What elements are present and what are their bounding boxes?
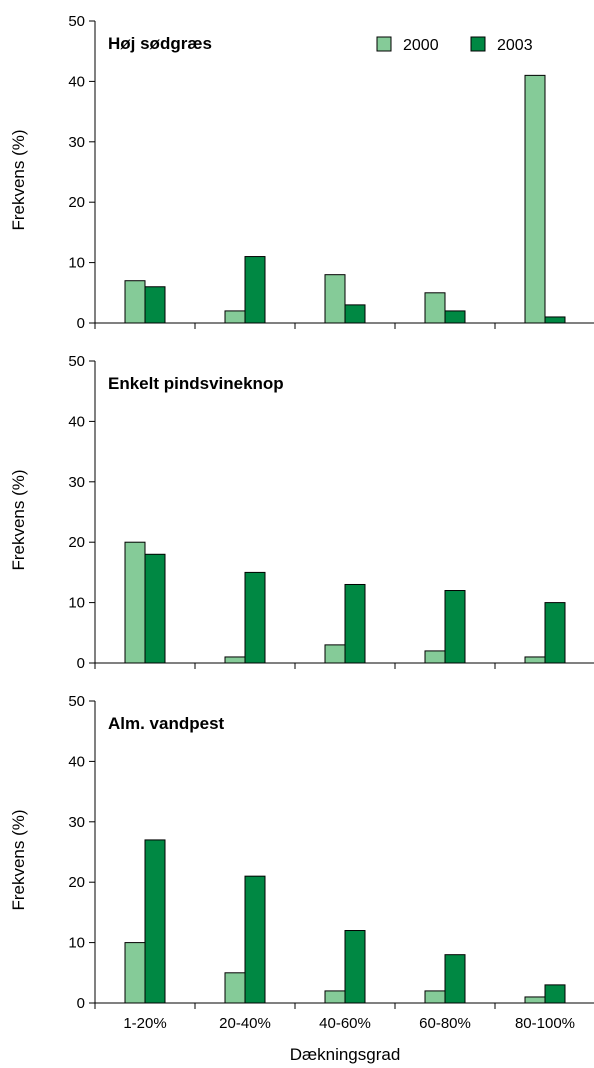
bar-series1-5 [524,656,546,664]
legend-swatch-2003 [470,36,486,52]
legend-swatch-2000 [376,36,392,52]
y-tick-label: 0 [77,315,85,332]
bar-series2-2 [244,571,266,664]
x-tick-label: 40-60% [319,1015,371,1032]
bar-series1-1 [124,280,146,324]
x-tick-label: 1-20% [123,1015,166,1032]
bar-series1-1 [124,942,146,1004]
y-tick-label: 50 [68,353,85,370]
y-tick-label: 0 [77,995,85,1012]
y-tick-label: 50 [68,693,85,710]
y-axis-title: Frekvens (%) [9,809,28,910]
y-tick-label: 0 [77,655,85,672]
y-axis-title: Frekvens (%) [9,129,28,230]
bar-series1-3 [324,274,346,324]
bar-series1-1 [124,541,146,664]
bar-series1-4 [424,990,446,1004]
y-tick-label: 40 [68,73,85,90]
panel-title: Høj sødgræs [108,34,212,53]
bar-series2-3 [344,304,366,324]
bar-series2-3 [344,583,366,664]
bar-series1-2 [224,972,246,1004]
x-axis-title: Dækningsgrad [290,1045,401,1064]
bar-series1-2 [224,656,246,664]
y-tick-label: 40 [68,753,85,770]
x-tick-label: 60-80% [419,1015,471,1032]
x-tick-label: 20-40% [219,1015,271,1032]
bar-series2-4 [444,310,466,324]
bar-series1-2 [224,310,246,324]
y-tick-label: 20 [68,534,85,551]
bar-series1-5 [524,996,546,1004]
bar-series2-1 [144,553,166,664]
bar-series2-5 [544,316,566,324]
bar-series2-5 [544,984,566,1004]
bar-series2-4 [444,590,466,664]
bar-series1-4 [424,650,446,664]
y-axis-title: Frekvens (%) [9,469,28,570]
y-tick-label: 10 [68,255,85,272]
y-tick-label: 20 [68,194,85,211]
chart-panel-2: 0 10 20 30 40 50 Enkelt pindsvineknop Frekvens … [9,353,594,672]
bar-series2-3 [344,930,366,1004]
bar-series1-5 [524,74,546,324]
bar-series2-1 [144,286,166,324]
bar-series2-5 [544,602,566,664]
bar-series2-4 [444,954,466,1004]
bar-series2-2 [244,256,266,324]
legend-label: 2003 [497,37,533,54]
y-tick-label: 10 [68,595,85,612]
bar-series2-2 [244,875,266,1004]
y-tick-label: 50 [68,13,85,30]
y-tick-label: 30 [68,814,85,831]
bar-series1-4 [424,292,446,324]
y-tick-label: 20 [68,874,85,891]
legend-label: 2000 [403,37,439,54]
chart-panel-3: 0 10 20 30 40 50 1-20% 20-40% 40-60% 60-80% 80-100… [9,693,594,1064]
legend: 2000 2003 [376,36,533,54]
y-tick-label: 30 [68,134,85,151]
y-tick-label: 40 [68,413,85,430]
y-tick-label: 30 [68,474,85,491]
x-tick-label: 80-100% [515,1015,575,1032]
bar-series1-3 [324,644,346,664]
panel-title: Enkelt pindsvineknop [108,374,284,393]
bar-series1-3 [324,990,346,1004]
bar-series2-1 [144,839,166,1004]
y-tick-label: 10 [68,935,85,952]
panel-title: Alm. vandpest [108,714,225,733]
